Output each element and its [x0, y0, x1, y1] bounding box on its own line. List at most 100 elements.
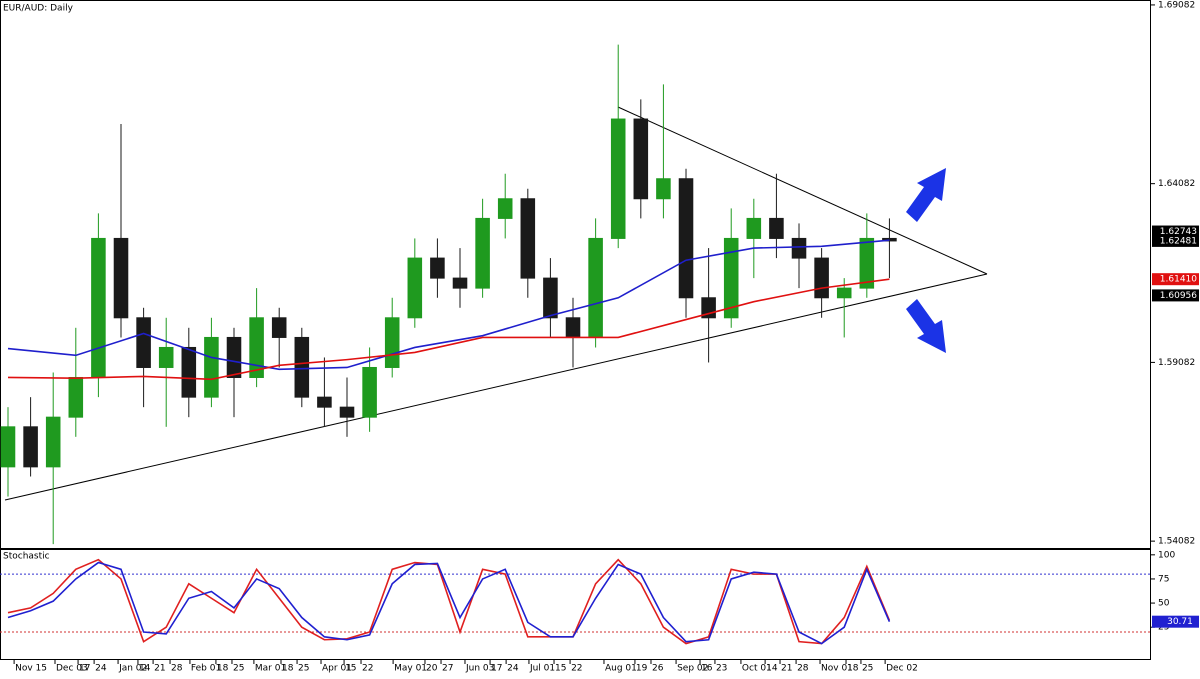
x-tick-label: 28: [797, 664, 809, 674]
candle-body: [68, 376, 84, 418]
x-tick-label: 15: [555, 664, 566, 674]
x-tick-label: 20: [426, 664, 438, 674]
y-tick-label: 50: [1158, 599, 1170, 609]
x-tick-label: Feb 01: [191, 664, 221, 674]
x-tick-label: 23: [716, 664, 727, 674]
x-tick-label: 18: [847, 664, 859, 674]
x-tick-label: 17: [491, 664, 502, 674]
y-tick-label: 1.54082: [1158, 537, 1195, 547]
price-label-box: [1152, 289, 1199, 302]
candle-body: [746, 217, 762, 239]
x-tick-label: 21: [781, 664, 792, 674]
x-tick-label: 22: [571, 664, 582, 674]
candle-body: [294, 336, 310, 398]
price-label: 1.60956: [1160, 291, 1197, 301]
candle-body: [249, 317, 264, 378]
candle-body: [407, 257, 423, 319]
candle-body: [271, 317, 287, 338]
y-tick-label: 1.64082: [1158, 179, 1195, 189]
x-tick-label: 16: [701, 664, 713, 674]
candle-body: [565, 317, 581, 338]
value-label-box: [1152, 615, 1199, 628]
candle-body: [791, 237, 807, 259]
candle-body: [656, 178, 671, 200]
price-label: 1.62743: [1160, 227, 1197, 237]
x-tick-label: 22: [362, 664, 373, 674]
candle-body: [859, 237, 875, 289]
x-tick-label: Oct 01: [742, 664, 772, 674]
candle-body: [0, 426, 16, 468]
stochastic-title: Stochastic: [3, 552, 50, 562]
x-tick-label: Sep 02: [677, 664, 708, 674]
x-tick-label: Dec 03: [56, 664, 88, 674]
line-series: [7, 561, 891, 645]
y-tick-label: 75: [1158, 574, 1169, 584]
x-tick-label: 26: [652, 664, 664, 674]
upper-trendline: [617, 106, 988, 275]
candle-body: [226, 336, 242, 378]
x-tick-label: 14: [139, 664, 151, 674]
x-tick-label: 21: [154, 664, 165, 674]
y-tick-label: 100: [1158, 550, 1175, 560]
stochastic-title-box: [1, 550, 39, 562]
x-tick-label: Nov 15: [15, 664, 47, 674]
x-tick-label: 25: [298, 664, 309, 674]
candle-body: [362, 366, 377, 418]
x-tick-label: 14: [766, 664, 778, 674]
line-series: [7, 278, 890, 381]
candle-body: [317, 396, 332, 408]
down-arrow: [906, 299, 946, 353]
candle-body: [475, 217, 490, 289]
x-tick-label: 25: [233, 664, 244, 674]
x-tick-label: 19: [636, 664, 648, 674]
up-arrow: [906, 168, 946, 222]
price-label: 1.61410: [1160, 275, 1197, 285]
price-label-box: [1152, 225, 1199, 238]
x-tick-label: Jun 03: [465, 664, 494, 674]
x-tick-label: Apr 01: [322, 664, 352, 674]
x-tick-label: 24: [95, 664, 107, 674]
candle-body: [136, 317, 151, 368]
candle-body: [610, 118, 626, 239]
x-tick-label: 28: [171, 664, 183, 674]
value-label: 30.71: [1167, 617, 1193, 627]
candle-body: [204, 336, 219, 398]
x-tick-label: Jan 02: [118, 664, 147, 674]
candle-body: [91, 237, 106, 378]
candle-body: [543, 277, 558, 319]
candle-body: [723, 237, 739, 319]
candle-body: [814, 257, 829, 299]
candle-body: [384, 317, 400, 368]
y-tick-label: 1.59082: [1158, 358, 1195, 368]
x-tick-label: 17: [79, 664, 90, 674]
lower-trendline: [4, 273, 988, 501]
candle-body: [23, 426, 38, 468]
x-tick-label: Dec 02: [886, 664, 918, 674]
x-tick-label: May 01: [394, 664, 427, 674]
candle-body: [678, 178, 694, 299]
x-tick-label: Jul 01: [529, 664, 555, 674]
x-tick-label: 25: [862, 664, 873, 674]
price-pane-border: [0, 0, 1151, 549]
x-tick-label: 18: [282, 664, 294, 674]
x-tick-label: Nov 01: [821, 664, 853, 674]
candle-body: [769, 217, 784, 239]
title-box: [1, 1, 61, 14]
price-label: 1.62481: [1160, 236, 1197, 246]
candle-body: [520, 198, 536, 279]
y-tick-label: 25: [1158, 623, 1169, 633]
x-tick-label: Aug 01: [605, 664, 637, 674]
candle-body: [452, 277, 468, 289]
candle-body: [158, 346, 174, 368]
y-tick-label: 1.69082: [1158, 0, 1195, 10]
stochastic-pane-border: [0, 549, 1151, 660]
x-tick-label: Mar 01: [255, 664, 286, 674]
candle-body: [430, 257, 445, 279]
price-label-box: [1152, 273, 1199, 286]
x-tick-label: 18: [217, 664, 229, 674]
candle-body: [588, 237, 603, 338]
chart-title: EUR/AUD: Daily: [3, 4, 74, 14]
candle-body: [497, 198, 513, 219]
candle-body: [633, 118, 649, 200]
